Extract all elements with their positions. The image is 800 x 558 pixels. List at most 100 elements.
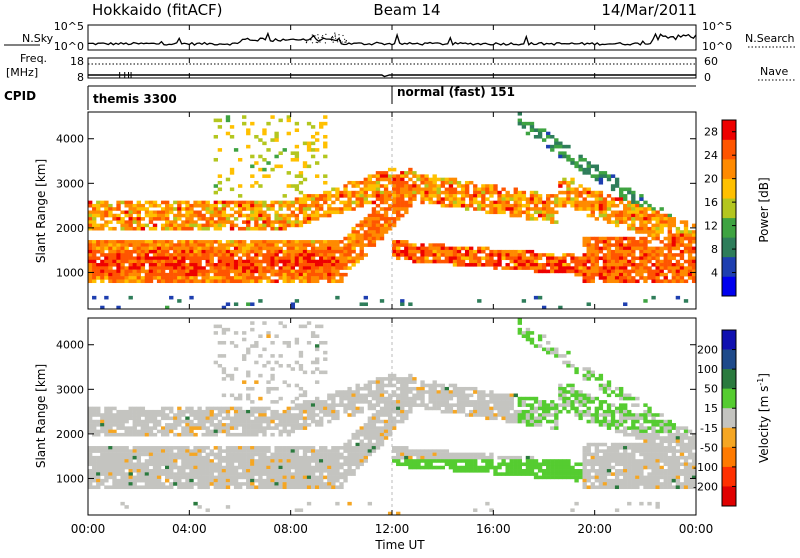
power-cell	[368, 220, 372, 224]
power-cell	[441, 184, 445, 188]
velocity-cell	[404, 446, 408, 450]
velocity-cell	[270, 400, 274, 404]
power-cell	[287, 260, 291, 264]
power-cell	[607, 178, 611, 182]
velocity-cell	[522, 403, 526, 407]
velocity-cell	[262, 456, 266, 460]
velocity-cell	[554, 459, 558, 463]
power-cell	[607, 247, 611, 251]
power-cell	[169, 243, 173, 247]
velocity-cell	[124, 479, 128, 483]
power-cell	[303, 197, 307, 201]
velocity-cell	[185, 453, 189, 457]
velocity-cell	[469, 400, 473, 404]
power-cell	[550, 253, 554, 257]
power-cell	[578, 263, 582, 267]
velocity-cell	[283, 417, 287, 421]
velocity-cell	[453, 456, 457, 460]
velocity-cell	[497, 397, 501, 401]
velocity-cell	[501, 459, 505, 463]
velocity-cell	[295, 384, 299, 388]
power-cell	[631, 250, 635, 254]
power-cell	[165, 214, 169, 218]
velocity-cell	[408, 407, 412, 411]
velocity-cell	[254, 430, 258, 434]
velocity-cell	[96, 413, 100, 417]
power-cell	[262, 128, 266, 132]
power-cell	[412, 243, 416, 247]
velocity-cell	[116, 469, 120, 473]
velocity-cell	[287, 453, 291, 457]
velocity-cell	[133, 426, 137, 430]
velocity-cell	[420, 384, 424, 388]
velocity-cell	[266, 482, 270, 486]
power-cell	[193, 224, 197, 228]
power-cell	[169, 220, 173, 224]
velocity-cell	[92, 410, 96, 414]
power-cell	[230, 168, 234, 172]
power-cell	[238, 263, 242, 267]
power-cell	[258, 266, 262, 270]
power-cell	[283, 270, 287, 274]
velocity-cell	[129, 449, 133, 453]
velocity-cell	[396, 462, 400, 466]
power-cell	[185, 247, 189, 251]
velocity-cell	[88, 413, 92, 417]
velocity-cell	[250, 472, 254, 476]
power-cell	[574, 197, 578, 201]
power-cell	[607, 204, 611, 208]
velocity-cell	[319, 449, 323, 453]
power-cell	[173, 217, 177, 221]
power-cell	[266, 250, 270, 254]
power-cell	[189, 266, 193, 270]
power-cell	[335, 194, 339, 198]
power-cell	[250, 214, 254, 218]
power-cell	[287, 250, 291, 254]
velocity-cell	[400, 400, 404, 404]
power-cell	[583, 188, 587, 192]
velocity-cell	[266, 423, 270, 427]
velocity-cell	[262, 449, 266, 453]
velocity-cell	[295, 479, 299, 483]
velocity-cell	[327, 472, 331, 476]
velocity-cell	[295, 485, 299, 489]
velocity-cell	[510, 472, 514, 476]
power-cell	[510, 250, 514, 254]
velocity-cell	[181, 449, 185, 453]
power-cell	[562, 191, 566, 195]
power-cell	[141, 217, 145, 221]
power-cell	[635, 243, 639, 247]
velocity-cell	[262, 472, 266, 476]
power-cell	[274, 201, 278, 205]
power-cell	[485, 204, 489, 208]
power-cell	[437, 191, 441, 195]
power-cell	[169, 263, 173, 267]
power-cell	[587, 237, 591, 241]
velocity-cell	[372, 397, 376, 401]
power-cell	[157, 250, 161, 254]
power-cell	[501, 207, 505, 211]
velocity-cell	[197, 469, 201, 473]
power-cell	[238, 240, 242, 244]
power-cell	[660, 270, 664, 274]
y-tick-label: 1000	[56, 266, 84, 279]
power-cell	[676, 253, 680, 257]
power-cell	[627, 253, 631, 257]
power-cell	[351, 230, 355, 234]
velocity-cell	[368, 449, 372, 453]
power-cell	[587, 302, 591, 306]
velocity-cell	[218, 472, 222, 476]
power-cell	[218, 256, 222, 260]
velocity-cell	[299, 387, 303, 391]
power-cell	[404, 211, 408, 215]
velocity-cell	[116, 479, 120, 483]
velocity-cell	[157, 410, 161, 414]
velocity-cell	[526, 397, 530, 401]
power-cell	[655, 247, 659, 251]
velocity-cell	[384, 400, 388, 404]
power-cell	[226, 247, 230, 251]
velocity-cell	[518, 328, 522, 332]
power-cell	[116, 253, 120, 257]
power-cell	[230, 263, 234, 267]
power-cell	[510, 260, 514, 264]
